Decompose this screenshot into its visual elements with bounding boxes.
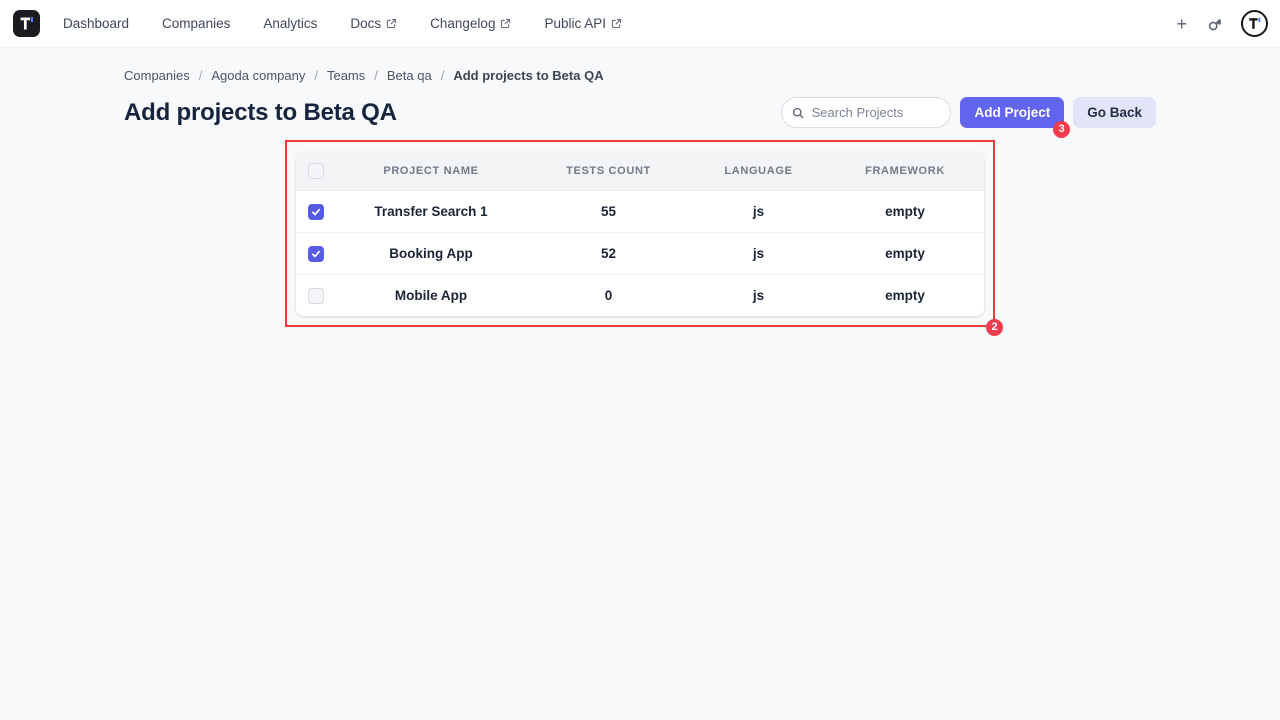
add-project-label: Add Project [974,105,1051,120]
project-name-cell: Transfer Search 1 [374,204,488,219]
user-avatar[interactable] [1241,10,1268,37]
brand-logo[interactable] [13,10,40,37]
breadcrumb-beta-qa[interactable]: Beta qa [386,68,432,83]
add-project-button[interactable]: Add Project 3 [960,97,1071,138]
brand-t-icon [20,17,33,30]
framework-cell: empty [885,204,925,219]
breadcrumb: Companies / Agoda company / Teams / Beta… [124,68,1156,83]
column-header-project-name: PROJECT NAME [383,165,479,177]
plus-icon[interactable]: + [1176,13,1187,34]
search-icon [793,107,804,118]
language-cell: js [752,246,765,261]
row-checkbox[interactable] [308,287,324,304]
nav-item-label: Changelog [430,16,496,31]
breadcrumb-agoda-company[interactable]: Agoda company [211,68,306,83]
nav-item-changelog[interactable]: Changelog [430,16,511,31]
annotation-badge-3: 3 [1053,121,1071,138]
top-nav: Dashboard Companies Analytics Docs Chang… [0,0,1280,48]
check-icon [312,250,321,257]
breadcrumb-teams[interactable]: Teams [326,68,366,83]
go-back-label: Go Back [1087,105,1142,120]
nav-item-label: Analytics [263,16,318,31]
project-name-cell: Booking App [389,246,473,261]
select-all-checkbox[interactable] [308,163,324,179]
search-widget-icon[interactable] [1206,15,1224,33]
search-box[interactable] [781,97,952,128]
column-header-framework: FRAMEWORK [865,165,945,177]
avatar-t-icon [1249,17,1261,29]
table-row[interactable]: Mobile App 0 js empty [296,274,984,316]
project-name-cell: Mobile App [394,288,468,303]
nav-item-label: Dashboard [63,16,130,31]
breadcrumb-separator: / [440,68,445,83]
nav-item-public-api[interactable]: Public API [544,16,622,31]
language-cell: js [752,288,765,303]
tests-count-cell: 0 [604,288,613,303]
row-checkbox[interactable] [308,245,324,262]
column-header-language: LANGUAGE [724,165,793,177]
breadcrumb-separator: / [198,68,203,83]
table-body: Transfer Search 1 55 js empty Booking App 52 j… [296,190,984,316]
tests-count-cell: 52 [600,246,617,261]
breadcrumb-separator: / [374,68,378,83]
breadcrumb-separator: / [314,68,318,83]
check-icon [312,208,321,215]
projects-table: PROJECT NAME TESTS COUNT LANGUAGE FRAMEW… [296,152,984,316]
nav-item-label: Public API [544,16,606,31]
annotation-badge-2: 2 [986,319,1003,336]
language-cell: js [752,204,765,219]
nav-item-label: Companies [162,16,231,31]
nav-item-label: Docs [350,16,382,31]
nav-item-docs[interactable]: Docs [350,16,397,31]
page-title: Add projects to Beta QA [124,98,397,126]
framework-cell: empty [885,288,925,303]
toolbar: Add Project 3 Go Back [781,97,1156,138]
breadcrumb-current-page: Add projects to Beta QA [453,68,604,83]
nav-item-dashboard[interactable]: Dashboard [63,16,129,31]
table-row[interactable]: Transfer Search 1 55 js empty [296,190,984,232]
external-link-icon [501,18,511,29]
external-link-icon [387,18,397,29]
row-checkbox[interactable] [308,203,324,220]
framework-cell: empty [885,246,925,261]
nav-item-companies[interactable]: Companies [162,16,230,31]
nav-links: Dashboard Companies Analytics Docs Chang… [63,16,622,31]
column-header-tests-count: TESTS COUNT [566,165,651,177]
external-link-icon [611,18,622,29]
search-projects-input[interactable] [811,105,941,120]
breadcrumb-companies[interactable]: Companies [124,68,190,83]
tests-count-cell: 55 [600,204,617,219]
nav-item-analytics[interactable]: Analytics [263,16,317,31]
nav-right-actions: + [1174,10,1268,37]
magnifier-icon [1208,18,1222,30]
annotation-rectangle: PROJECT NAME TESTS COUNT LANGUAGE FRAMEW… [285,140,1003,336]
main-content: Companies / Agoda company / Teams / Beta… [0,48,1280,138]
page-header-row: Add projects to Beta QA Add Project 3 Go… [124,97,1156,138]
table-row[interactable]: Booking App 52 js empty [296,232,984,274]
go-back-button[interactable]: Go Back [1073,97,1156,128]
table-header-row: PROJECT NAME TESTS COUNT LANGUAGE FRAMEW… [296,152,984,190]
